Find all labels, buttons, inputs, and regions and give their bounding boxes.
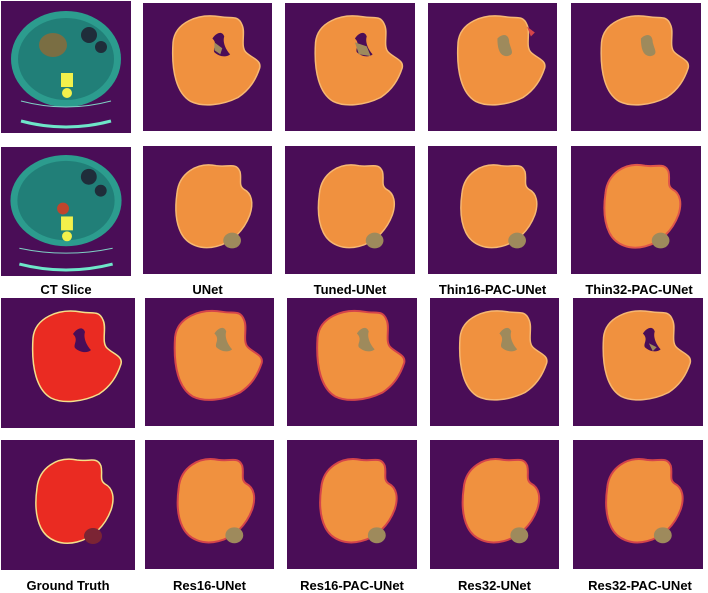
pred-r4-c3 <box>430 440 559 569</box>
pred-r3-c3 <box>430 298 559 426</box>
pred-r2-c1 <box>143 146 272 274</box>
caption-res16-pac-unet: Res16-PAC-UNet <box>300 578 404 593</box>
pred-r1-c1 <box>143 3 272 131</box>
ground-truth-image-1 <box>1 298 135 428</box>
ct-slice-scan-1 <box>11 11 121 129</box>
pred-r4-c4 <box>573 440 703 569</box>
caption-thin16-pac-unet: Thin16-PAC-UNet <box>438 282 547 297</box>
caption-ct-slice: CT Slice <box>40 282 92 297</box>
ct-slice-scan-2 <box>10 154 122 272</box>
pred-r4-c1 <box>145 440 274 569</box>
caption-res32-pac-unet: Res32-PAC-UNet <box>588 578 692 593</box>
caption-unet: UNet <box>192 282 223 297</box>
pred-r2-c2 <box>285 146 415 274</box>
ct-slice-image-2 <box>1 147 131 276</box>
pred-r4-c2 <box>287 440 417 569</box>
caption-res16-unet: Res16-UNet <box>173 578 246 593</box>
caption-res32-unet: Res32-UNet <box>458 578 531 593</box>
caption-thin32-pac-unet: Thin32-PAC-UNet <box>585 282 693 297</box>
pred-r1-c2 <box>285 3 415 131</box>
pred-r1-c3 <box>428 3 557 131</box>
caption-tuned-unet: Tuned-UNet <box>313 282 387 297</box>
ct-slice-image-1 <box>1 1 131 133</box>
pred-r3-c4 <box>573 298 703 426</box>
pred-r3-c2 <box>287 298 417 426</box>
ground-truth-image-2 <box>1 440 135 570</box>
pred-r1-c4 <box>571 3 701 131</box>
caption-ground-truth: Ground Truth <box>26 578 110 593</box>
pred-r2-c4 <box>571 146 701 274</box>
pred-r3-c1 <box>145 298 274 426</box>
pred-r2-c3 <box>428 146 557 274</box>
